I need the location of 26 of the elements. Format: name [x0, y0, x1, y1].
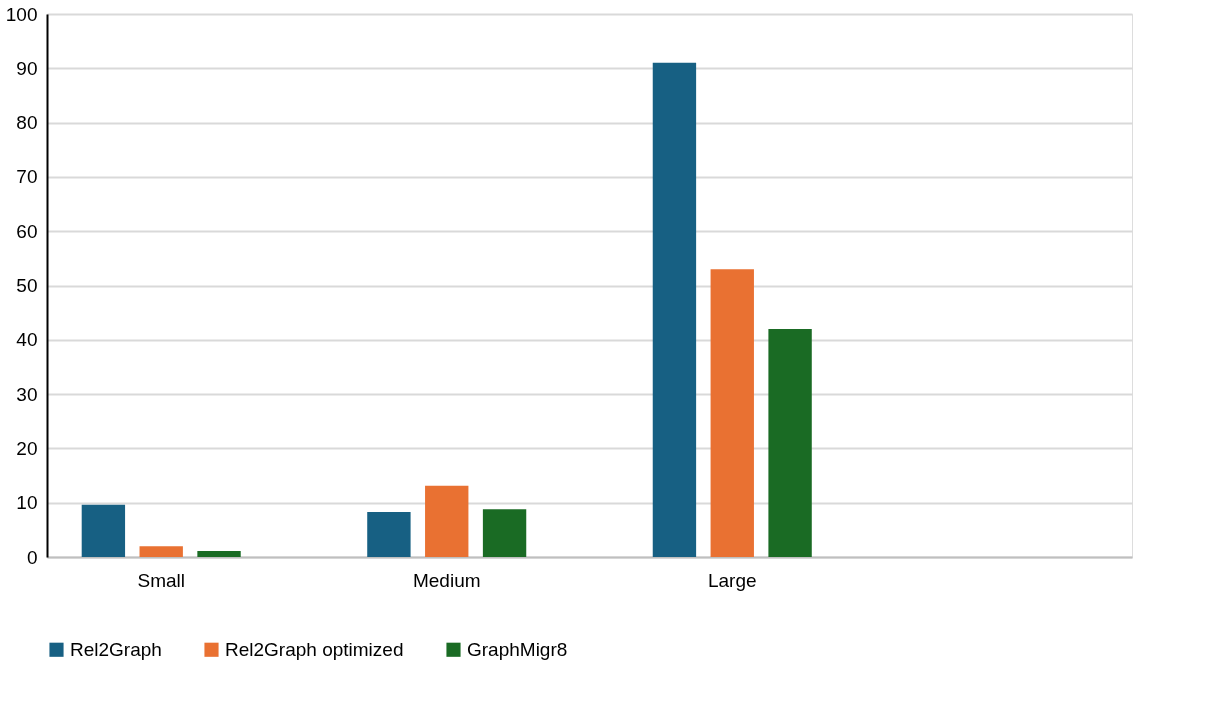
- y-tick-label: 0: [26, 546, 38, 568]
- y-tick-label: 30: [16, 383, 38, 405]
- legend-label: GraphMigr8: [467, 638, 568, 660]
- y-tick-label: 50: [16, 275, 38, 296]
- bar: [710, 269, 754, 557]
- y-tick-label: 10: [16, 492, 38, 514]
- bar: [81, 504, 126, 557]
- y-tick-label: 60: [16, 220, 38, 242]
- y-tick-label: 20: [16, 437, 38, 459]
- legend-label: Rel2Graph optimized: [225, 638, 404, 660]
- x-tick-label: Large: [707, 569, 757, 591]
- bar: [425, 485, 469, 557]
- bar: [482, 509, 527, 557]
- y-tick-label: 80: [16, 112, 38, 134]
- y-tick-label: 40: [16, 329, 38, 351]
- x-tick-label: Small: [137, 569, 185, 591]
- y-tick-label: 100: [5, 3, 38, 25]
- bar: [768, 328, 812, 557]
- x-tick-label: Medium: [412, 569, 481, 591]
- legend-label: Rel2Graph: [70, 638, 162, 660]
- bar: [197, 551, 241, 557]
- y-tick-label: 90: [16, 57, 38, 79]
- bar: [652, 62, 697, 557]
- bar: [367, 511, 411, 557]
- y-tick-label: 70: [16, 166, 38, 188]
- bar: [139, 546, 183, 557]
